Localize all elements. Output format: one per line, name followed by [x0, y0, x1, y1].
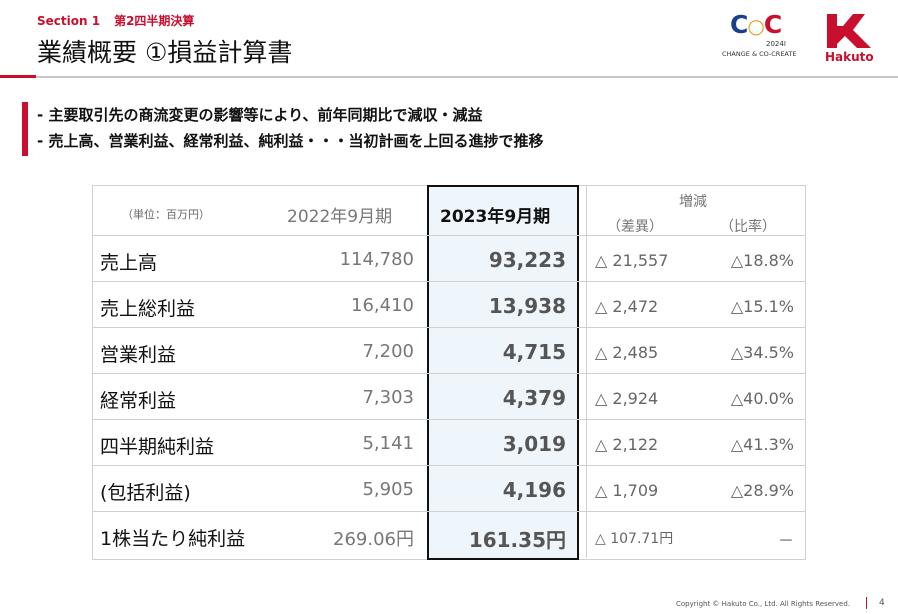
row-diff-value: △ 2,122 [595, 435, 659, 454]
hakuto-wordmark: Hakuto [825, 50, 874, 64]
row-ratio-value: △28.9% [730, 481, 794, 500]
change-column-separator [586, 185, 587, 558]
row-current-value: 161.35円 [468, 528, 566, 552]
column-header-ratio: （比率） [720, 219, 776, 235]
row-current-value: 4,379 [502, 386, 566, 410]
unit-label: （単位：百万円） [122, 208, 210, 221]
page-number: 4 [879, 598, 885, 608]
column-header-diff: （差異） [607, 219, 663, 235]
hakuto-mark-icon [827, 14, 871, 48]
row-diff-value: △ 1,709 [595, 481, 659, 500]
row-current-value: 4,196 [502, 478, 566, 502]
logo-year: 2024I [766, 40, 786, 48]
row-diff-value: △ 2,485 [595, 343, 659, 362]
bullet-accent-bar [22, 102, 28, 156]
row-prev-value: 5,905 [362, 479, 414, 500]
row-prev-value: 7,200 [362, 341, 414, 362]
row-label: 四半期純利益 [100, 436, 215, 458]
row-label: 営業利益 [100, 344, 177, 366]
change-cocreate-logo: C○C 2024I CHANGE & CO-CREATE [722, 10, 808, 68]
row-current-value: 3,019 [502, 432, 566, 456]
copyright-text: Copyright © Hakuto Co., Ltd. All Rights … [676, 600, 851, 608]
column-header-prev: 2022年9月期 [287, 207, 393, 227]
row-diff-value: △ 21,557 [595, 251, 669, 270]
co-mark-icon: C○C [730, 10, 782, 39]
row-separator [92, 419, 806, 420]
section-number: Section 1 [37, 14, 101, 28]
row-ratio-value: △34.5% [730, 343, 794, 362]
row-prev-value: 16,410 [351, 295, 414, 316]
income-statement-table: （単位：百万円） 2022年9月期 2023年9月期 増減 （差異） （比率） … [92, 185, 806, 560]
row-diff-value: △ 2,924 [595, 389, 659, 408]
section-subtitle: 第2四半期決算 [114, 14, 195, 28]
row-label: 売上総利益 [100, 298, 196, 320]
row-ratio-value: △18.8% [730, 251, 794, 270]
row-separator [92, 327, 806, 328]
row-separator [92, 235, 806, 236]
row-ratio-value: △40.0% [730, 389, 794, 408]
row-separator [92, 465, 806, 466]
title-divider-accent [0, 75, 36, 78]
row-prev-value: 269.06円 [333, 529, 414, 550]
logo-tagline: CHANGE & CO-CREATE [722, 50, 797, 58]
row-current-value: 13,938 [488, 294, 566, 318]
row-label: 1株当たり純利益 [100, 528, 246, 550]
title-divider [0, 76, 898, 78]
bullet-line-2: - 売上高、営業利益、経常利益、純利益・・・当初計画を上回る進捗で推移 [37, 132, 544, 150]
page-title: 業績概要 ①損益計算書 [37, 38, 293, 67]
row-label: 売上高 [100, 252, 158, 274]
current-period-highlight [427, 185, 579, 560]
hakuto-logo: Hakuto [823, 12, 879, 68]
row-ratio-value: △41.3% [730, 435, 794, 454]
row-separator [92, 281, 806, 282]
bullet-line-1: - 主要取引先の商流変更の影響等により、前年同期比で減収・減益 [37, 106, 483, 124]
row-prev-value: 5,141 [362, 433, 414, 454]
row-diff-value: △ 107.71円 [595, 531, 674, 547]
row-diff-value: △ 2,472 [595, 297, 659, 316]
row-prev-value: 114,780 [339, 249, 414, 270]
row-label: (包括利益) [100, 482, 191, 504]
section-label: Section 1 第2四半期決算 [37, 12, 194, 29]
row-separator [92, 373, 806, 374]
row-label: 経常利益 [100, 390, 177, 412]
row-ratio-value: － [777, 531, 794, 550]
page-number-divider [866, 597, 867, 609]
row-current-value: 93,223 [488, 248, 566, 272]
row-current-value: 4,715 [502, 340, 566, 364]
column-header-change: 増減 [679, 194, 707, 210]
row-separator [92, 511, 806, 512]
row-ratio-value: △15.1% [730, 297, 794, 316]
row-prev-value: 7,303 [362, 387, 414, 408]
column-header-current: 2023年9月期 [440, 207, 551, 227]
